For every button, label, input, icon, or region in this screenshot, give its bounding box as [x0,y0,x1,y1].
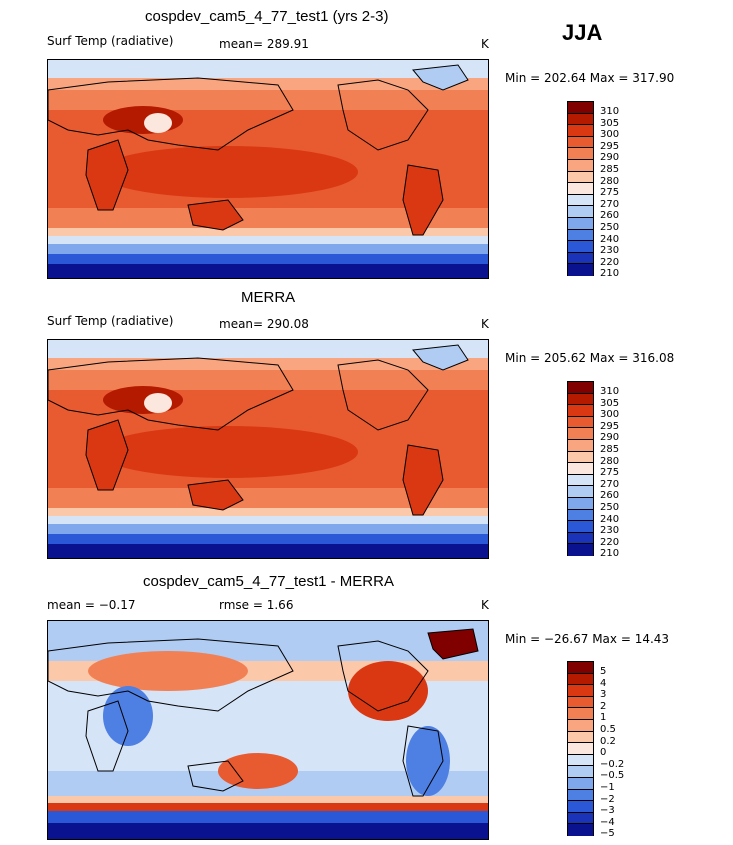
colorbar-label: −2 [600,793,615,805]
colorbar-label: −1 [600,782,615,793]
colorbar-label: 270 [600,198,620,210]
colorbar-label: 290 [600,432,620,444]
panel3-unit-label: K [481,598,489,612]
colorbar-label: 0.5 [600,724,616,735]
colorbar-label: 260 [600,210,620,222]
colorbar-label: 250 [600,502,620,513]
colorbar-label: 250 [600,222,620,233]
panel3-title: cospdev_cam5_4_77_test1 - MERRA [143,573,394,590]
panel3-colorbar [567,661,594,836]
colorbar-label: 270 [600,478,620,490]
panel2-colorbar [567,381,594,556]
colorbar-label: 230 [600,245,620,257]
colorbar-label: 305 [600,397,620,409]
panel1-unit-label: K [481,37,489,51]
colorbar-label: 290 [600,152,620,164]
colorbar-label: 220 [600,536,620,548]
colorbar-label: −5 [600,828,615,840]
panel2-minmax-label: Min = 205.62 Max = 316.08 [505,351,675,365]
colorbar-label: 280 [600,455,620,467]
panel2-map-svg [48,340,488,558]
colorbar-label: 300 [600,409,620,421]
colorbar-label: 220 [600,256,620,268]
panel1-colorbar [567,101,594,276]
colorbar-label: 210 [600,268,620,280]
colorbar-label: −0.5 [600,770,625,782]
colorbar-label: 285 [600,164,620,175]
panel3-rmse-label: rmse = 1.66 [219,598,294,612]
colorbar-label: 285 [600,444,620,455]
colorbar-label: 240 [600,233,620,245]
panel1-map-svg [48,60,488,278]
panel3-map-svg [48,621,488,839]
panel2-map [47,339,489,559]
colorbar-label: 275 [600,467,620,479]
colorbar-label: 260 [600,490,620,502]
panel3-mean-label: mean = −0.17 [47,598,136,612]
colorbar-label: −3 [600,805,615,817]
colorbar-label: 310 [600,106,620,117]
panel1-mean-label: mean= 289.91 [219,37,309,51]
colorbar-label: 230 [600,525,620,537]
colorbar-label: 4 [600,677,607,689]
colorbar-label: 5 [600,666,607,677]
colorbar-label: 305 [600,117,620,129]
panel1-title: cospdev_cam5_4_77_test1 (yrs 2-3) [145,8,389,25]
colorbar-label: 300 [600,129,620,141]
colorbar-label: 275 [600,187,620,199]
colorbar-label: 295 [600,140,620,152]
colorbar-label: 210 [600,548,620,560]
colorbar-label: 0.2 [600,735,616,747]
colorbar-label: 240 [600,513,620,525]
colorbar-label: −4 [600,816,615,828]
season-label: JJA [562,20,603,45]
colorbar-label: −0.2 [600,758,625,770]
colorbar-label: 3 [600,689,607,701]
panel1-variable-label: Surf Temp (radiative) [47,34,174,48]
panel2-title: MERRA [241,289,296,306]
panel2-unit-label: K [481,317,489,331]
colorbar-label: 310 [600,386,620,397]
panel1-map [47,59,489,279]
panel3-minmax-label: Min = −26.67 Max = 14.43 [505,632,670,646]
colorbar-label: 2 [600,700,607,712]
colorbar-label: 280 [600,175,620,187]
panel3-map [47,620,489,840]
panel2-variable-label: Surf Temp (radiative) [47,314,174,328]
panel2-mean-label: mean= 290.08 [219,317,309,331]
panel1-minmax-label: Min = 202.64 Max = 317.90 [505,71,675,85]
colorbar-label: 0 [600,747,607,759]
colorbar-label: 1 [600,712,607,724]
colorbar-label: 295 [600,420,620,432]
